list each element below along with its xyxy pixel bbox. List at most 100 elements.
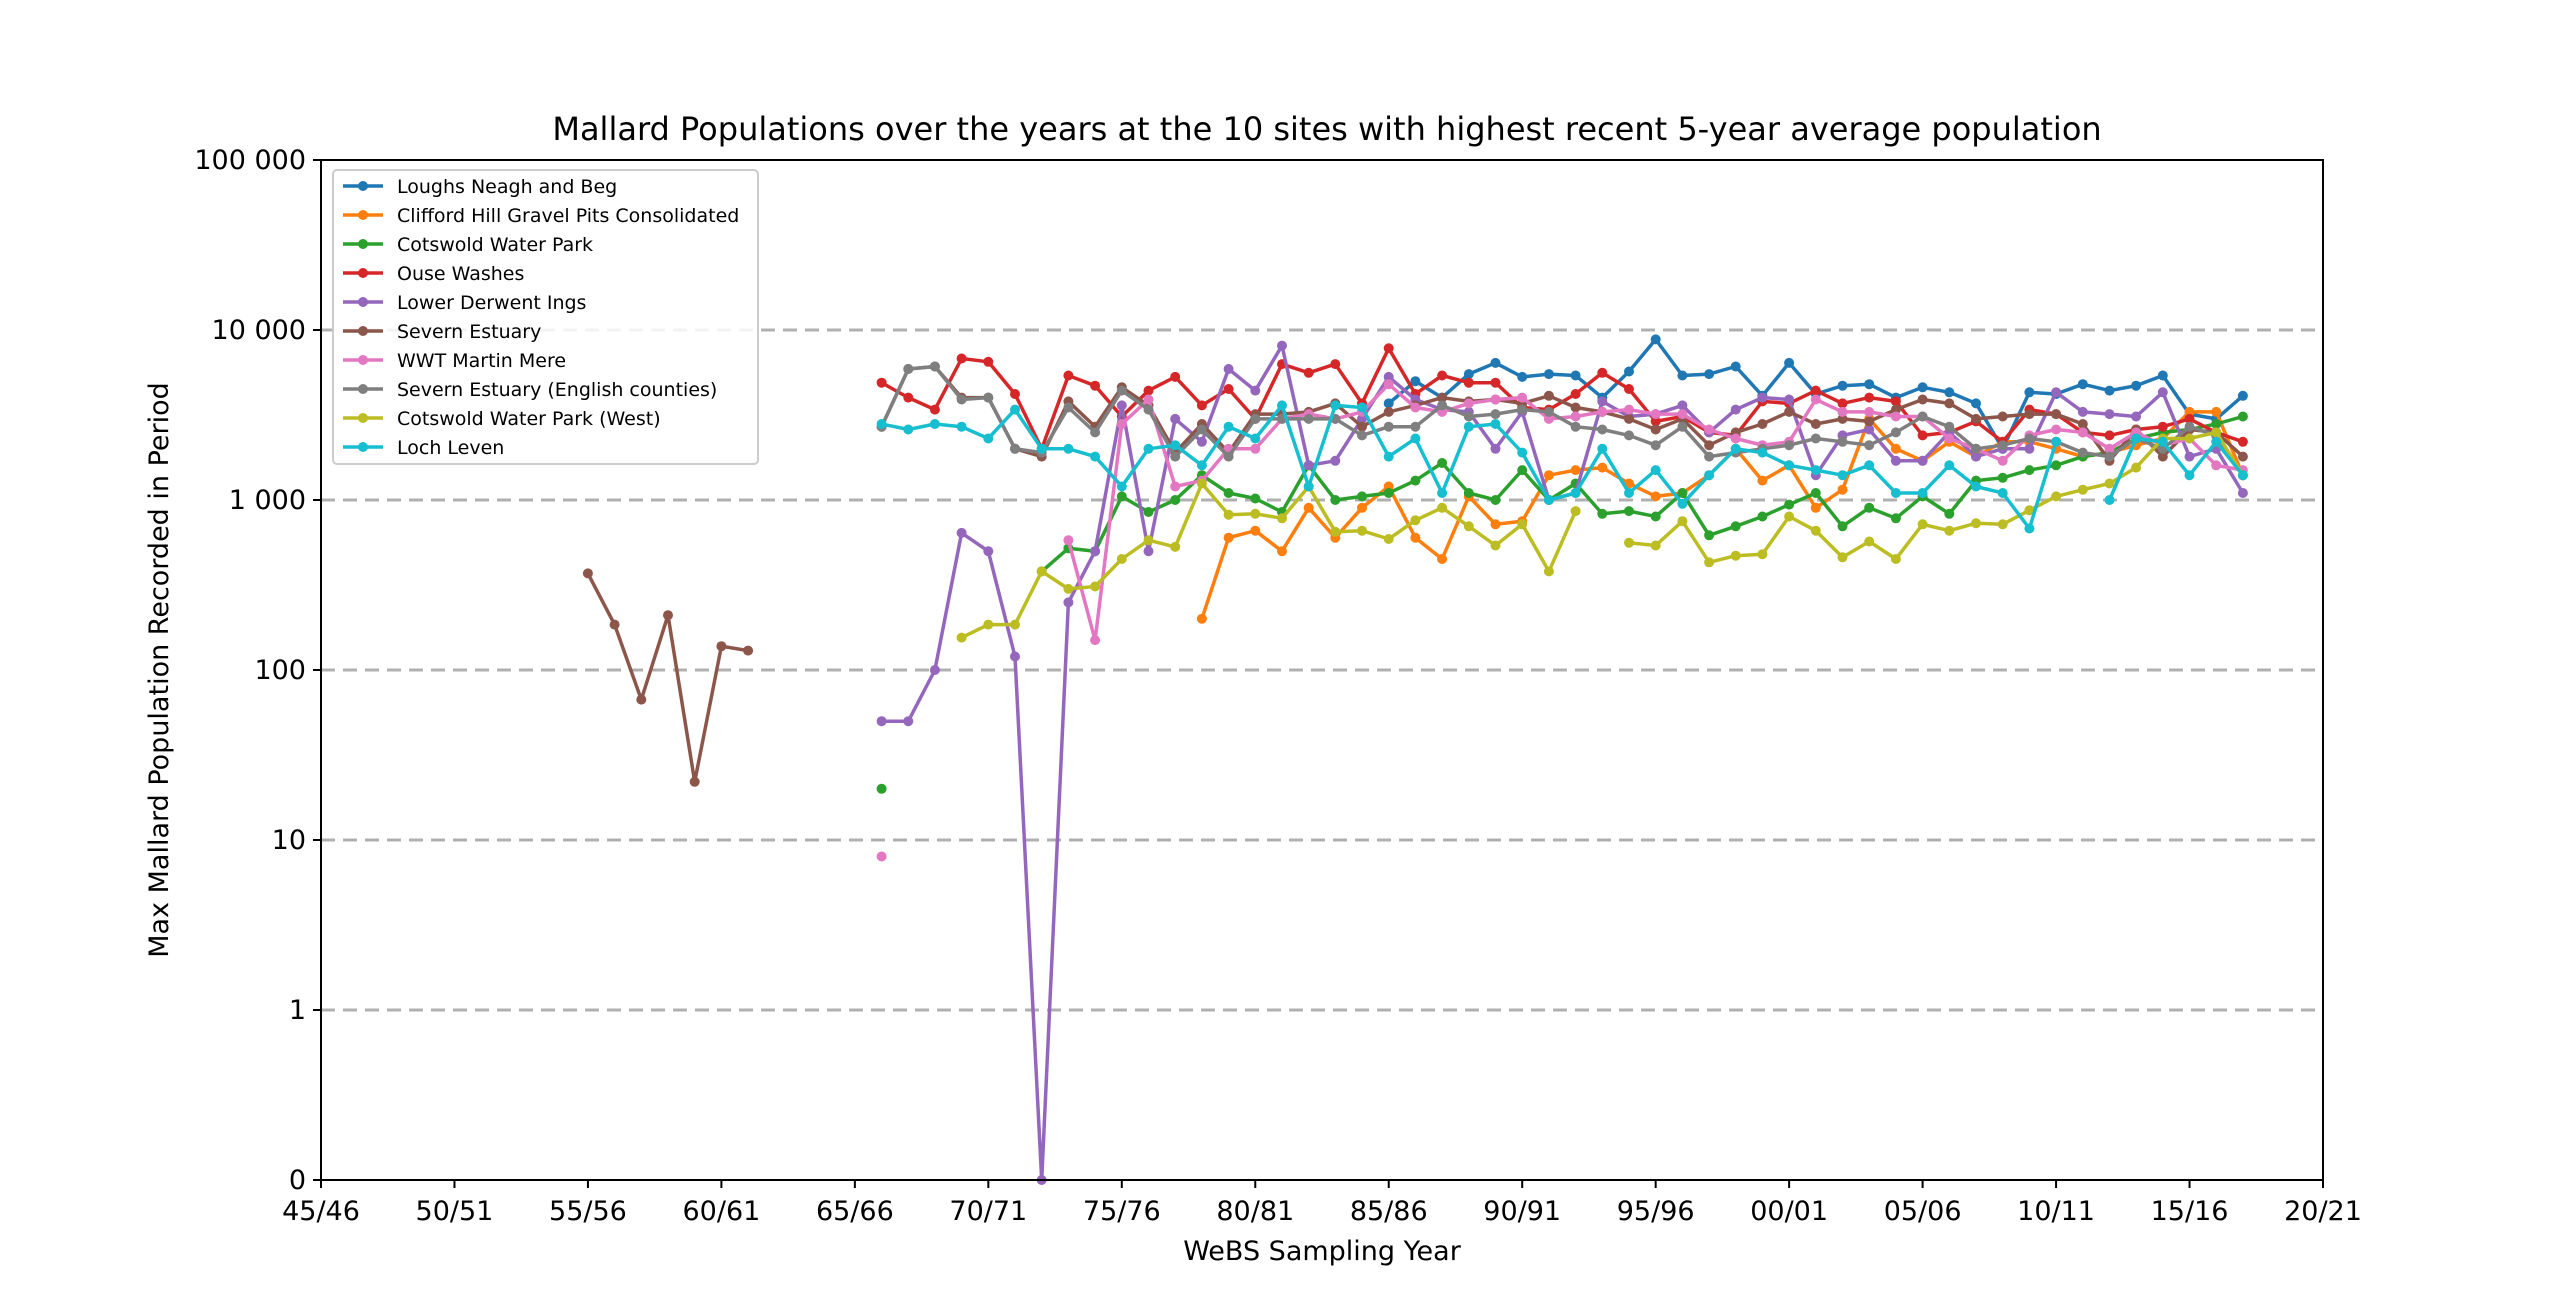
x-tick-label: 10/11 (2017, 1196, 2095, 1227)
data-point (1890, 404, 1901, 415)
legend-entry: Loughs Neagh and Beg (343, 176, 617, 198)
data-point (1143, 443, 1154, 454)
data-point (1704, 451, 1715, 462)
data-point (1704, 369, 1715, 380)
data-point (1463, 411, 1474, 422)
data-point (1997, 472, 2008, 483)
data-point (983, 392, 994, 403)
data-point (956, 632, 967, 643)
data-point (1250, 385, 1261, 396)
data-point (956, 394, 967, 405)
grid-lines (321, 328, 2323, 1012)
data-point (1383, 406, 1394, 417)
data-point (1196, 460, 1207, 471)
legend-label: Lower Derwent Ings (397, 292, 586, 314)
data-point (1357, 413, 1367, 424)
data-point (1837, 413, 1848, 424)
data-point (1677, 421, 1688, 432)
data-point (1917, 382, 1928, 393)
series-line (960, 481, 1578, 640)
data-point (2077, 406, 2088, 417)
data-point (2024, 433, 2035, 444)
data-point (1704, 557, 1715, 568)
y-tick-label: 10 000 (212, 315, 306, 346)
data-point (1543, 495, 1554, 505)
data-point (1196, 436, 1207, 447)
data-point (956, 421, 967, 432)
legend-marker (358, 326, 368, 336)
data-point (1837, 470, 1848, 481)
data-point (1971, 443, 1981, 454)
data-point (2024, 505, 2035, 516)
series-line (586, 572, 749, 784)
data-point (1890, 427, 1901, 438)
series-cotswold-water-park (876, 411, 2248, 794)
data-point (1864, 406, 1875, 417)
data-point (1917, 430, 1928, 441)
legend-entry: Severn Estuary (English counties) (343, 379, 717, 401)
data-point (1490, 495, 1501, 505)
data-point (1837, 436, 1848, 447)
data-point (1650, 334, 1661, 345)
data-point (1090, 581, 1101, 592)
data-point (1864, 424, 1875, 435)
data-point (1410, 475, 1421, 486)
x-tick-label: 50/51 (416, 1196, 494, 1227)
data-point (1116, 491, 1127, 502)
series-wwt-martin-mere (876, 379, 2248, 862)
legend-entry: Cotswold Water Park (343, 234, 593, 256)
data-point (1170, 481, 1181, 492)
data-point (1357, 525, 1367, 536)
data-point (1116, 385, 1127, 396)
data-point (2237, 488, 2248, 498)
x-tick-label: 95/96 (1617, 1196, 1695, 1227)
data-point (929, 361, 940, 372)
data-point (1917, 394, 1928, 405)
data-point (1303, 481, 1314, 492)
data-point (1490, 357, 1501, 368)
x-axis-label: WeBS Sampling Year (1183, 1236, 1462, 1267)
data-point (582, 568, 593, 579)
data-point (1730, 443, 1741, 454)
data-point (1837, 406, 1848, 417)
legend-marker (358, 268, 368, 278)
legend-marker (358, 210, 368, 220)
data-point (1410, 515, 1421, 526)
data-point (1757, 419, 1768, 429)
data-point (1196, 400, 1207, 411)
x-tick-label: 70/71 (949, 1196, 1027, 1227)
data-point (1410, 433, 1421, 444)
data-point (1223, 451, 1234, 462)
data-point (1143, 535, 1154, 546)
data-point (1997, 488, 2008, 498)
data-point (1543, 413, 1554, 424)
y-tick-label: 100 000 (194, 145, 306, 176)
data-point (1597, 443, 1608, 454)
data-point (1223, 532, 1234, 543)
data-point (1624, 413, 1634, 424)
data-point (1517, 465, 1528, 476)
data-point (1570, 506, 1581, 517)
data-point (2157, 451, 2168, 462)
data-point (1650, 409, 1661, 420)
data-point (1597, 508, 1608, 519)
data-point (1116, 481, 1127, 492)
data-point (1303, 367, 1314, 378)
data-point (876, 716, 887, 727)
data-point (1757, 392, 1768, 403)
data-point (2104, 451, 2115, 462)
series-line (881, 343, 2245, 1182)
data-point (1357, 430, 1367, 441)
data-point (2184, 470, 2195, 481)
legend-entry: Ouse Washes (343, 263, 524, 285)
data-point (1277, 400, 1287, 411)
data-point (1223, 509, 1234, 520)
data-point (1170, 541, 1181, 552)
data-point (1383, 488, 1394, 498)
data-point (1517, 447, 1528, 458)
legend-marker (358, 442, 368, 452)
data-point (1250, 433, 1261, 444)
data-point (1837, 521, 1848, 532)
data-point (689, 776, 700, 787)
data-point (1277, 340, 1287, 351)
